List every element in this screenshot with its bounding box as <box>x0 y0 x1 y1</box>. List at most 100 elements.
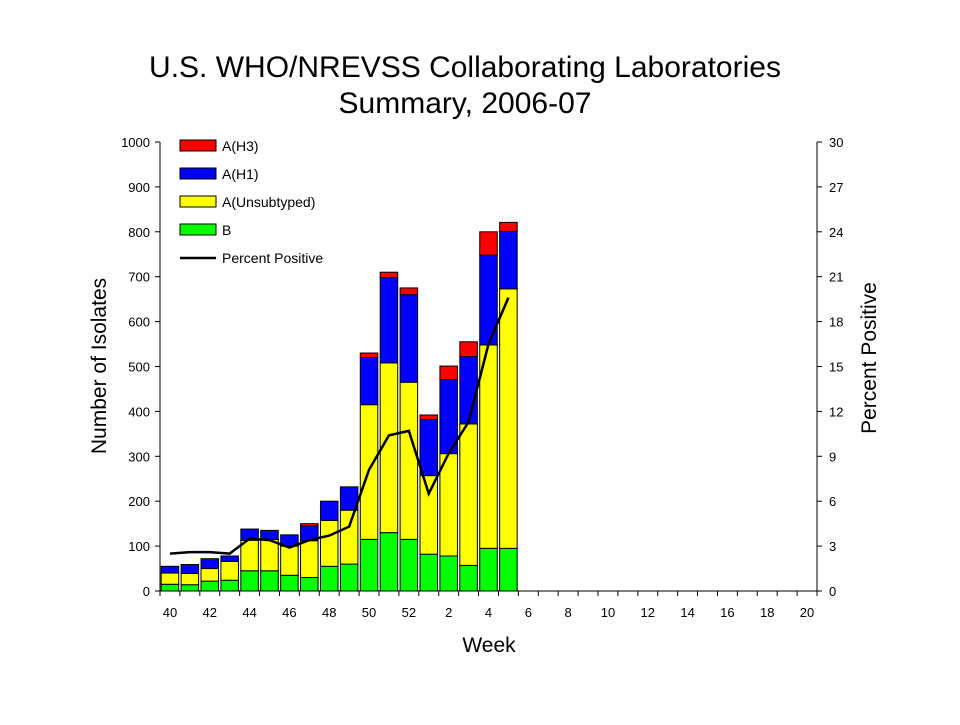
bar-a-unsubtyped-week-3 <box>459 423 478 566</box>
y-tick-label: 100 <box>128 539 150 554</box>
x-tick-label: 16 <box>720 605 734 620</box>
x-tick-label: 46 <box>282 605 296 620</box>
bar-b-week-51 <box>379 532 399 592</box>
bar-a-h1-week-51 <box>379 277 399 364</box>
bar-a-h3-week-51 <box>379 271 399 279</box>
bar-a-unsubtyped-week-49 <box>339 509 359 565</box>
bar-a-h1-week-50 <box>359 357 379 406</box>
bar-a-h1-week-5 <box>499 230 518 290</box>
y-tick-label: 200 <box>128 494 150 509</box>
legend-swatch-a-h1 <box>179 167 217 180</box>
bar-a-h1-week-40 <box>160 565 180 574</box>
bar-b-week-45 <box>260 570 279 592</box>
y2-tick-label: 6 <box>829 494 836 509</box>
legend-label: Percent Positive <box>222 250 323 266</box>
bar-a-unsubtyped-week-5 <box>499 288 518 549</box>
legend-swatch-a-unsubtyped <box>179 195 217 208</box>
x-tick-label: 6 <box>525 605 532 620</box>
legend-swatch-b <box>179 223 217 236</box>
bar-a-h1-week-48 <box>319 500 339 522</box>
line-layer <box>169 297 510 555</box>
bar-a-unsubtyped-week-40 <box>160 572 180 585</box>
bar-b-week-43 <box>220 579 239 592</box>
x-axis-title: Week <box>462 634 516 657</box>
bar-a-unsubtyped-week-4 <box>479 344 498 549</box>
bar-b-week-1 <box>419 553 439 592</box>
y-tick-label: 900 <box>128 180 150 195</box>
bar-a-h1-week-1 <box>419 418 439 477</box>
x-tick-label: 10 <box>601 605 615 620</box>
legend-label: B <box>222 222 231 238</box>
legend: A(H3) A(H1) A(Unsubtyped) B Percent Positive <box>179 138 323 266</box>
bar-a-unsubtyped-week-43 <box>220 560 239 581</box>
bar-a-unsubtyped-week-41 <box>180 572 200 586</box>
legend-label: A(Unsubtyped) <box>222 194 315 210</box>
bar-a-h1-week-46 <box>280 534 299 547</box>
y2-tick-label: 30 <box>829 135 843 150</box>
bar-a-unsubtyped-week-42 <box>200 568 220 582</box>
bar-a-h1-week-44 <box>240 528 259 541</box>
x-tick-label: 20 <box>800 605 814 620</box>
bar-a-h3-week-4 <box>479 231 498 256</box>
y2-axis-title: Percent Positive <box>858 282 881 434</box>
x-tick-label: 40 <box>163 605 177 620</box>
x-tick-label: 8 <box>565 605 572 620</box>
legend-swatch-a-h3 <box>179 139 217 152</box>
chart-subtitle: Summary, 2006-07 <box>339 87 592 120</box>
legend-label: A(H3) <box>222 138 259 154</box>
y-tick-label: 1000 <box>121 135 150 150</box>
x-tick-label: 42 <box>203 605 217 620</box>
bar-b-week-46 <box>280 574 299 592</box>
x-tick-label: 18 <box>760 605 774 620</box>
bar-b-week-49 <box>339 563 359 592</box>
y-tick-label: 800 <box>128 225 150 240</box>
y-axis-title: Number of Isolates <box>88 278 111 454</box>
percent-positive-line <box>169 297 510 555</box>
y-tick-label: 300 <box>128 449 150 464</box>
bar-a-h3-week-47 <box>300 523 319 527</box>
y2-tick-label: 9 <box>829 449 836 464</box>
y2-tick-label: 24 <box>829 225 843 240</box>
bar-b-week-47 <box>300 577 319 592</box>
bar-a-h3-week-1 <box>419 414 439 420</box>
bar-a-unsubtyped-week-48 <box>319 520 339 567</box>
bar-a-h1-week-52 <box>399 294 419 383</box>
bar-a-unsubtyped-week-1 <box>419 475 439 555</box>
bar-b-week-41 <box>180 584 200 592</box>
y-tick-label: 0 <box>143 584 150 599</box>
bars-layer <box>160 221 518 592</box>
bar-a-unsubtyped-week-47 <box>300 540 319 579</box>
x-tick-label: 12 <box>641 605 655 620</box>
bar-a-h1-week-41 <box>180 564 200 574</box>
x-tick-label: 52 <box>402 605 416 620</box>
y2-tick-label: 3 <box>829 539 836 554</box>
bar-b-week-50 <box>359 538 379 592</box>
bar-b-week-52 <box>399 538 419 592</box>
axes-layer: 0 100 200 300 400 500 600 700 800 900 1000 0 3 6 9 12 15… <box>121 135 843 620</box>
bar-a-h3-week-3 <box>459 341 478 358</box>
y-tick-label: 700 <box>128 270 150 285</box>
bar-a-h3-week-5 <box>499 221 518 232</box>
bar-a-unsubtyped-week-45 <box>260 538 279 572</box>
bar-b-week-48 <box>319 565 339 592</box>
x-tick-label: 4 <box>485 605 492 620</box>
bar-a-h3-week-2 <box>439 365 458 381</box>
x-tick-label: 14 <box>680 605 694 620</box>
y-tick-label: 400 <box>128 404 150 419</box>
y2-tick-label: 18 <box>829 315 843 330</box>
y-tick-label: 500 <box>128 360 150 375</box>
bar-b-week-2 <box>439 555 458 592</box>
bar-a-unsubtyped-week-2 <box>439 453 458 557</box>
bar-a-h1-week-42 <box>200 558 220 570</box>
bar-a-h1-week-3 <box>459 356 478 425</box>
bar-b-week-40 <box>160 583 180 592</box>
bar-b-week-42 <box>200 580 220 592</box>
bar-b-week-3 <box>459 564 478 592</box>
y-tick-label: 600 <box>128 315 150 330</box>
x-tick-label: 48 <box>322 605 336 620</box>
bar-a-h1-week-43 <box>220 555 239 562</box>
x-tick-label: 50 <box>362 605 376 620</box>
bar-a-h1-week-45 <box>260 529 279 540</box>
